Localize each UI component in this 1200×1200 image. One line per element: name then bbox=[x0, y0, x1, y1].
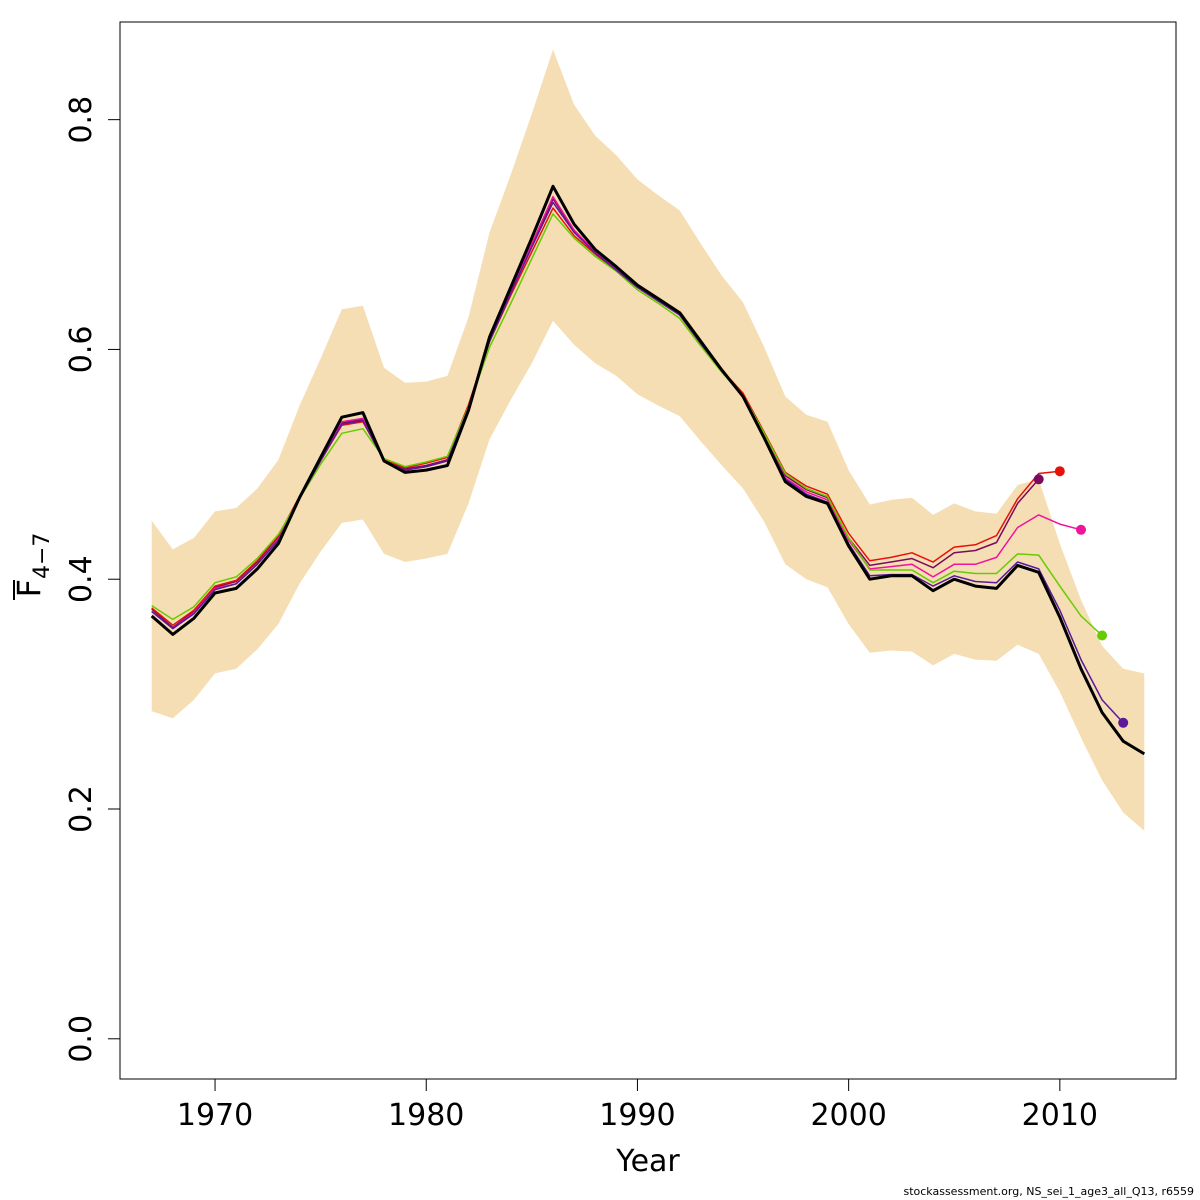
y-tick-label-3: 0.6 bbox=[64, 326, 99, 374]
endpoint-markers-layer bbox=[1033, 466, 1129, 728]
series-layer bbox=[150, 184, 1146, 756]
x-tick-label-2000: 2000 bbox=[810, 1098, 886, 1133]
series-endpoint-3 bbox=[1076, 524, 1086, 535]
y-tick-label-0: 0.0 bbox=[64, 1015, 99, 1063]
plot-frame bbox=[119, 21, 1177, 1080]
x-axis-title: Year bbox=[615, 1144, 680, 1179]
y-tick-label-1: 0.2 bbox=[64, 785, 99, 833]
series-endpoint-1 bbox=[1033, 474, 1044, 485]
series-endpoint-4 bbox=[1097, 630, 1108, 641]
x-tick-label-2010: 2010 bbox=[1022, 1098, 1098, 1133]
confidence-band-layer bbox=[151, 49, 1145, 831]
series-line-4 bbox=[151, 213, 1103, 637]
x-tick-label-1990: 1990 bbox=[599, 1098, 675, 1133]
series-endpoint-2 bbox=[1054, 466, 1065, 477]
series-endpoint-5 bbox=[1118, 717, 1129, 728]
y-axis-title: F4−7 bbox=[10, 533, 55, 600]
x-axis: 1970 1980 1990 2000 2010 bbox=[177, 1079, 1098, 1133]
y-axis: 0.0 0.2 0.4 0.6 0.8 bbox=[64, 96, 120, 1063]
x-tick-label-1970: 1970 bbox=[177, 1098, 253, 1133]
y-axis-title-subscript: 4−7 bbox=[30, 533, 55, 579]
credit-text: stockassessment.org, NS_sei_1_age3_all_Q… bbox=[903, 1185, 1194, 1198]
y-tick-label-2: 0.4 bbox=[64, 555, 99, 603]
svg-text:F4−7: F4−7 bbox=[10, 533, 55, 598]
series-line-0 bbox=[150, 184, 1146, 756]
y-axis-title-main: F bbox=[10, 579, 48, 597]
confidence-band bbox=[151, 49, 1145, 831]
x-tick-label-1980: 1980 bbox=[388, 1098, 464, 1133]
y-tick-label-4: 0.8 bbox=[64, 96, 99, 144]
